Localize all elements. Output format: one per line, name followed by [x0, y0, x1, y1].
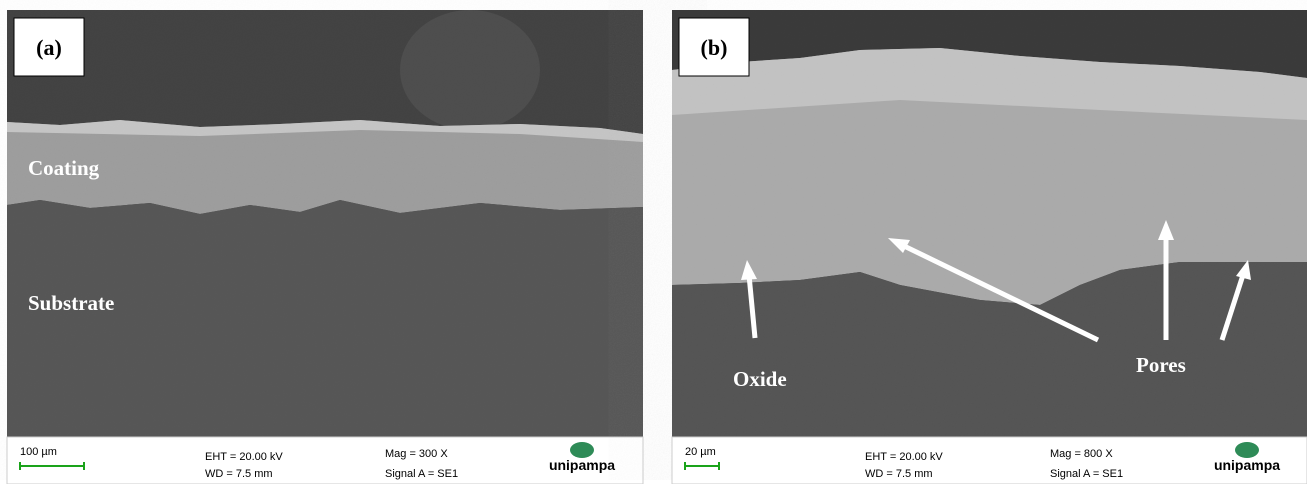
panel-label: (b): [701, 35, 728, 60]
page: (a) Coating Substrate 100 µm EHT = 20.00…: [0, 0, 1307, 484]
wd: WD = 7.5 mm: [205, 468, 273, 480]
panel-a: (a) Coating Substrate 100 µm EHT = 20.00…: [7, 10, 643, 484]
signal: Signal A = SE1: [1050, 468, 1123, 480]
mag: Mag = 800 X: [1050, 448, 1113, 460]
logo: unipampa: [549, 457, 615, 473]
logo-mark: [1235, 442, 1259, 458]
eht: EHT = 20.00 kV: [865, 451, 943, 463]
wd: WD = 7.5 mm: [865, 468, 933, 480]
annotation: Substrate: [28, 291, 114, 315]
figure: (a) Coating Substrate 100 µm EHT = 20.00…: [0, 0, 1307, 484]
mag: Mag = 300 X: [385, 448, 448, 460]
panel-label: (a): [36, 35, 62, 60]
annotation: Oxide: [733, 367, 787, 391]
annotation: Coating: [28, 156, 100, 180]
scale-bar-label: 20 µm: [685, 446, 716, 458]
logo: unipampa: [1214, 457, 1280, 473]
info-bar: [672, 437, 1307, 484]
scale-bar-label: 100 µm: [20, 446, 57, 458]
panel-b: (b) Oxide Pores 20 µm EHT = 20.00 kV WD …: [672, 10, 1307, 484]
eht: EHT = 20.00 kV: [205, 451, 283, 463]
texture: [7, 10, 643, 437]
logo-mark: [570, 442, 594, 458]
info-bar: [7, 437, 643, 484]
signal: Signal A = SE1: [385, 468, 458, 480]
annotation: Pores: [1136, 353, 1186, 377]
